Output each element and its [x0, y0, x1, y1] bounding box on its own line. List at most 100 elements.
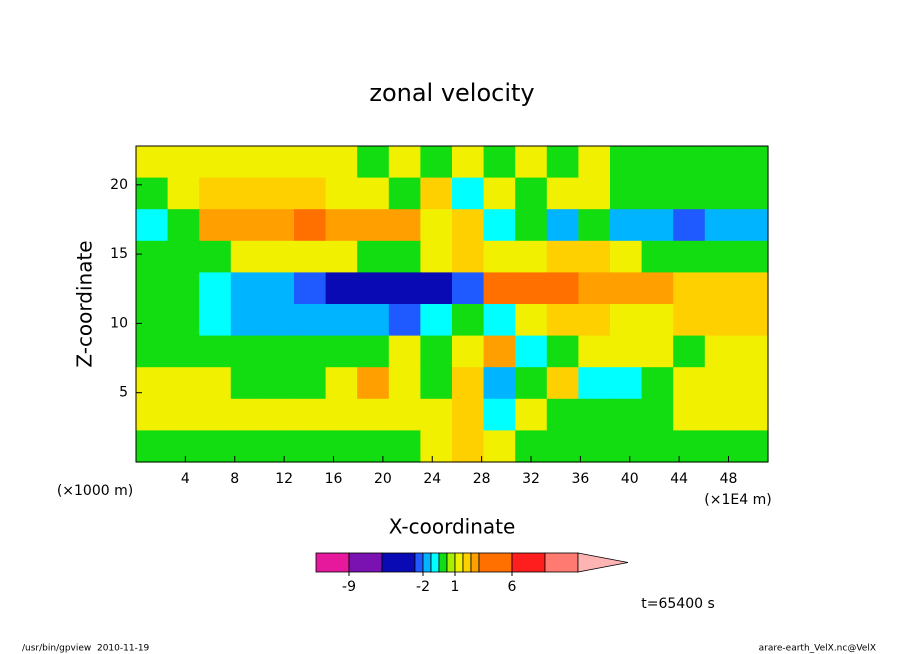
field-cell [357, 304, 390, 337]
field-cell [704, 240, 737, 273]
field-cell [199, 240, 232, 273]
field-cell [641, 146, 674, 179]
colorbar-box [315, 552, 350, 573]
y-tick-label: 5 [119, 385, 128, 401]
field-cell [736, 335, 769, 368]
field-cell [294, 398, 327, 431]
field-cell [452, 272, 485, 305]
field-cell [199, 367, 232, 400]
field-cell [230, 240, 263, 273]
field-cell [452, 430, 485, 463]
field-cell [578, 335, 611, 368]
field-cell [578, 367, 611, 400]
field-cell [641, 335, 674, 368]
field-cell [452, 209, 485, 242]
field-cell [546, 367, 579, 400]
field-cell [610, 272, 643, 305]
field-cell [483, 272, 516, 305]
field-cell [483, 240, 516, 273]
field-cell [167, 367, 200, 400]
field-cell [262, 146, 295, 179]
y-unit: (×1000 m) [57, 483, 133, 499]
field-cell [736, 398, 769, 431]
x-tick-label: 48 [720, 471, 738, 487]
field-cell [199, 177, 232, 210]
field-cell [673, 398, 706, 431]
field-cell [136, 177, 169, 210]
footer-left: /usr/bin/gpview 2010-11-19 [22, 644, 150, 654]
field-cell [357, 177, 390, 210]
field-cell [388, 398, 421, 431]
field-cell [483, 209, 516, 242]
field-cell [736, 272, 769, 305]
field-cell [420, 146, 453, 179]
field-cell [673, 430, 706, 463]
field-cell [294, 146, 327, 179]
x-tick-label: 12 [275, 471, 293, 487]
field-cell [167, 304, 200, 337]
field-cell [199, 430, 232, 463]
field-cell [610, 335, 643, 368]
x-tick-label: 24 [423, 471, 441, 487]
field-cell [704, 209, 737, 242]
field-cell [546, 146, 579, 179]
field-cell [641, 367, 674, 400]
field-cell [483, 146, 516, 179]
field-cell [136, 304, 169, 337]
field-cell [610, 430, 643, 463]
field-cell [736, 177, 769, 210]
field-cell [167, 240, 200, 273]
colorbar-box [470, 552, 480, 573]
field-cell [610, 177, 643, 210]
field-cell [388, 209, 421, 242]
field-cell [199, 146, 232, 179]
field-cell [736, 209, 769, 242]
field-cell [357, 272, 390, 305]
field-cell [167, 146, 200, 179]
y-tick-label: 10 [110, 315, 128, 331]
field-cell [294, 430, 327, 463]
x-tick-label: 32 [522, 471, 540, 487]
field-cell [199, 335, 232, 368]
field-cell [610, 367, 643, 400]
field-cell [420, 430, 453, 463]
field-cell [294, 367, 327, 400]
field-cell [357, 398, 390, 431]
field-cell [546, 177, 579, 210]
field-cell [294, 177, 327, 210]
field-cell [452, 304, 485, 337]
field-cell [262, 430, 295, 463]
field-cell [262, 272, 295, 305]
field-cell [515, 240, 548, 273]
field-cell [673, 272, 706, 305]
field-cell [673, 367, 706, 400]
field-cell [452, 146, 485, 179]
field-cell [578, 240, 611, 273]
field-cell [420, 209, 453, 242]
field-cell [325, 272, 358, 305]
field-cell [420, 272, 453, 305]
field-cell [483, 335, 516, 368]
field-cell [388, 272, 421, 305]
field-cell [546, 430, 579, 463]
field-cell [704, 272, 737, 305]
field-cell [736, 430, 769, 463]
field-cell [230, 304, 263, 337]
field-cell [388, 304, 421, 337]
field-cell [578, 209, 611, 242]
field-cell [230, 146, 263, 179]
field-cell [673, 209, 706, 242]
field-cell [325, 209, 358, 242]
field-cell [704, 367, 737, 400]
x-tick-label: 44 [670, 471, 688, 487]
colorbar-box [430, 552, 440, 573]
field-cell [704, 177, 737, 210]
field-cell [515, 398, 548, 431]
field-cell [294, 209, 327, 242]
x-tick-label: 16 [325, 471, 343, 487]
field-cell [325, 240, 358, 273]
field-cell [230, 177, 263, 210]
field-cell [136, 272, 169, 305]
field-cell [230, 335, 263, 368]
colorbar-box [348, 552, 383, 573]
